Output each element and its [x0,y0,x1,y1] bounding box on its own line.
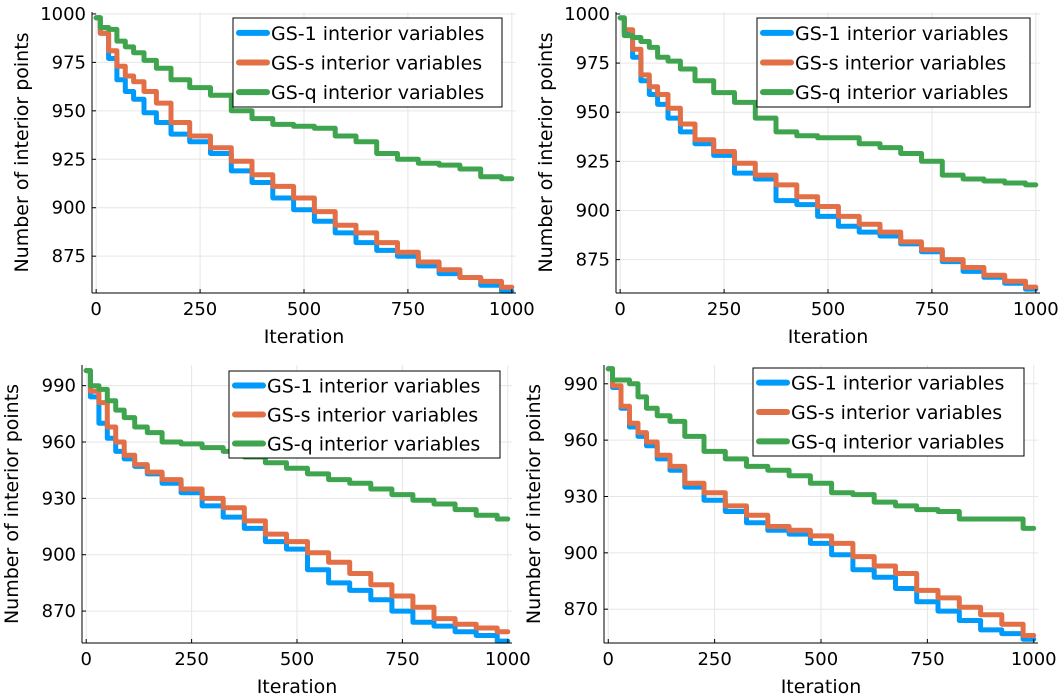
x-tick-label: 1000 [489,299,535,320]
series-line [83,368,511,644]
x-tick-label: 500 [280,649,314,670]
y-tick-label: 950 [52,101,86,122]
x-tick-label: 250 [707,299,741,320]
y-tick-label: 975 [52,52,86,73]
x-tick-label: 500 [287,299,321,320]
x-tick-label: 250 [174,649,208,670]
x-tick-label: 1000 [1013,299,1059,320]
y-tick-label: 925 [576,151,610,172]
legend-label: GS-1 interior variables [791,373,1004,395]
legend-label: GS-s interior variables [271,53,482,75]
legend: GS-1 interior variables GS-s interior var… [228,370,501,459]
y-tick-label: 1000 [40,4,86,25]
y-tick-label: 875 [52,246,86,267]
x-tick-label: 0 [80,649,91,670]
y-tick-label: 930 [42,488,76,509]
legend: GS-1 interior variables GS-s interior var… [752,367,1025,457]
legend-label: GS-s interior variables [791,402,1002,424]
legend-label: GS-1 interior variables [267,376,480,398]
legend-box [228,370,501,459]
series-line [605,366,1037,642]
legend-box [756,17,1031,108]
y-axis-label: Number of interior points [11,32,33,272]
legend-label: GS-q interior variables [791,431,1004,453]
series-line [605,366,1037,531]
legend-label: GS-q interior variables [795,82,1008,104]
y-tick-label: 990 [42,376,76,397]
y-axis-label: Number of interior points [535,32,557,272]
x-tick-label: 0 [614,299,625,320]
x-tick-label: 750 [385,649,419,670]
x-tick-label: 750 [915,299,949,320]
y-tick-label: 870 [42,601,76,622]
y-tick-label: 875 [576,250,610,271]
series-line [93,15,515,290]
legend-label: GS-s interior variables [795,53,1006,75]
y-tick-label: 950 [576,102,610,123]
legend-label: GS-1 interior variables [795,23,1008,45]
y-tick-label: 870 [564,599,598,620]
y-tick-label: 990 [564,374,598,395]
legend-label: GS-q interior variables [271,82,484,104]
legend-label: GS-q interior variables [267,434,480,456]
series-line [617,15,1039,290]
x-tick-label: 750 [391,299,425,320]
legend-label: GS-s interior variables [267,405,478,427]
x-axis-label: Iteration [264,326,345,348]
series-line [83,368,511,635]
y-tick-label: 900 [42,545,76,566]
x-tick-label: 500 [811,299,845,320]
legend: GS-1 interior variables GS-s interior var… [756,17,1031,108]
y-axis-label: Number of interior points [1,384,23,624]
x-tick-label: 250 [697,649,731,670]
chart-panel-3: 0 250 500 750 1000 870 900 930 960 990 Iteration Nu… [1,365,531,698]
chart-panel-1: 0 250 500 750 1000 875 900 925 950 975 1000 Iterati… [11,4,535,348]
x-tick-label: 500 [804,649,838,670]
x-tick-label: 1000 [485,649,531,670]
x-axis-label: Iteration [781,676,862,698]
x-axis-label: Iteration [788,326,869,348]
x-tick-label: 0 [90,299,101,320]
y-tick-label: 925 [52,149,86,170]
legend-box [752,367,1025,457]
series-line [93,15,515,294]
x-tick-label: 0 [603,649,614,670]
x-tick-label: 250 [183,299,217,320]
chart-panel-4: 0 250 500 750 1000 870 900 930 960 990 Iteration Nu… [523,365,1057,698]
x-axis-label: Iteration [257,676,338,698]
y-tick-label: 975 [576,53,610,74]
legend-box [232,17,503,108]
y-tick-label: 930 [564,486,598,507]
x-tick-label: 1000 [1011,649,1057,670]
series-line [605,366,1037,638]
y-tick-label: 900 [576,200,610,221]
y-tick-label: 900 [52,198,86,219]
chart-panel-2: 0 250 500 750 1000 875 900 925 950 975 1000 Iterati… [535,4,1059,348]
y-tick-label: 960 [564,430,598,451]
y-tick-label: 960 [42,432,76,453]
series-line [617,15,1039,188]
x-tick-label: 750 [910,649,944,670]
y-tick-label: 1000 [564,4,610,25]
y-axis-label: Number of interior points [523,384,545,624]
legend: GS-1 interior variables GS-s interior var… [232,17,503,108]
y-tick-label: 900 [564,543,598,564]
legend-label: GS-1 interior variables [271,23,484,45]
series-line [93,15,515,182]
